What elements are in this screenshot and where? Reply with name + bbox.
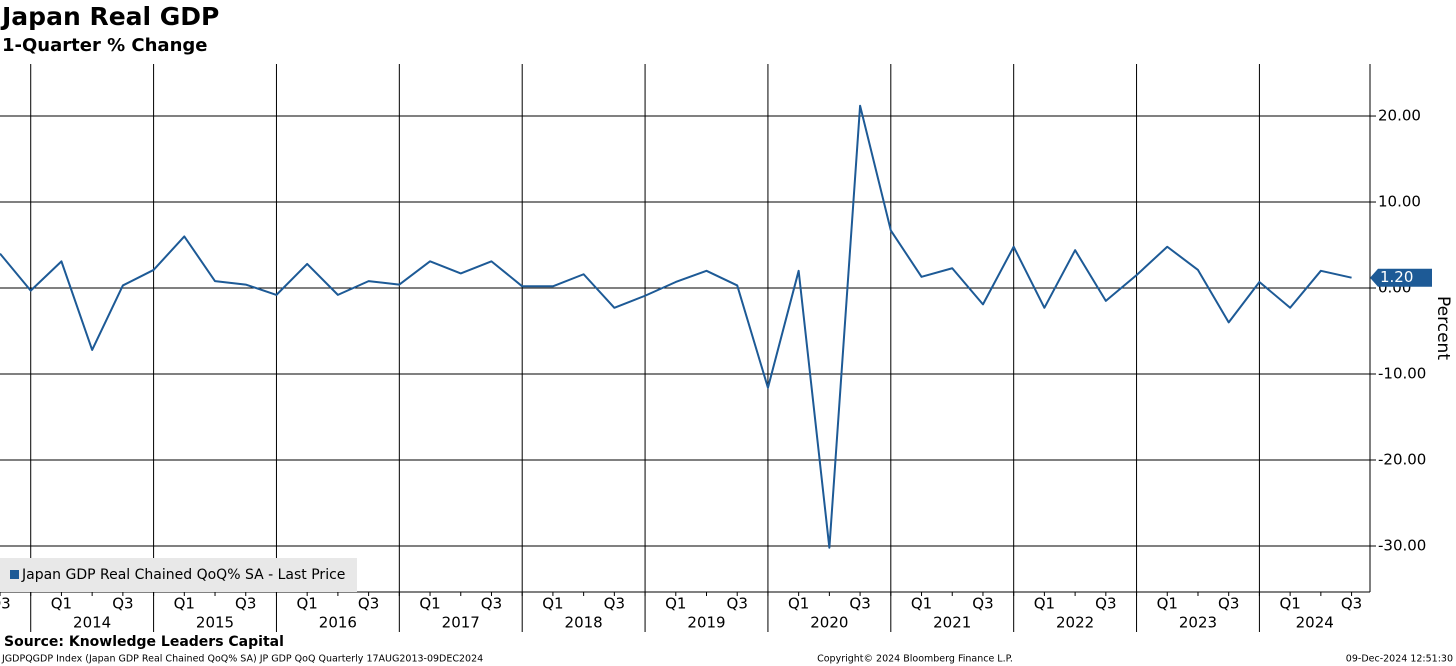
y-axis-label: Percent	[1433, 296, 1453, 360]
x-tick-label: Q3	[972, 595, 993, 613]
legend-label: Japan GDP Real Chained QoQ% SA - Last Pr…	[21, 567, 345, 583]
x-year-label: 2019	[687, 614, 725, 632]
y-tick-label: 20.00	[1378, 107, 1421, 125]
footer-right: 09-Dec-2024 12:51:30	[1346, 654, 1453, 665]
x-tick-label: Q3	[727, 595, 748, 613]
x-year-label: 2021	[933, 614, 971, 632]
x-tick-label: Q1	[174, 595, 195, 613]
x-tick-label: Q1	[911, 595, 932, 613]
y-tick-label: -30.00	[1378, 536, 1426, 554]
x-tick-label: Q3	[112, 595, 133, 613]
x-tick-label: Q3	[1341, 595, 1362, 613]
x-tick-label: Q1	[542, 595, 563, 613]
footer-center: Copyright© 2024 Bloomberg Finance L.P.	[817, 654, 1013, 665]
x-tick-label: Q3	[849, 595, 870, 613]
footer-left: JGDPQGDP Index (Japan GDP Real Chained Q…	[1, 654, 483, 665]
x-tick-label: Q1	[1279, 595, 1300, 613]
y-tick-label: -10.00	[1378, 365, 1426, 383]
x-tick-label: Q3	[481, 595, 502, 613]
x-tick-label: Q1	[51, 595, 72, 613]
chart-title: Japan Real GDP	[0, 2, 219, 31]
x-year-label: 2017	[442, 614, 480, 632]
data-line	[0, 104, 1352, 549]
legend-box	[0, 558, 357, 592]
x-tick-label: Q1	[788, 595, 809, 613]
x-tick-label: Q3	[1095, 595, 1116, 613]
y-tick-label: -20.00	[1378, 451, 1426, 469]
value-label: 1.20	[1380, 268, 1413, 286]
legend-swatch	[10, 570, 19, 579]
x-year-label: 2022	[1056, 614, 1094, 632]
x-tick-label: Q3	[0, 595, 11, 613]
x-year-label: 2020	[810, 614, 848, 632]
x-year-label: 2014	[73, 614, 111, 632]
x-tick-label: Q3	[358, 595, 379, 613]
x-tick-label: Q1	[1157, 595, 1178, 613]
x-year-label: 2015	[196, 614, 234, 632]
chart-subtitle: 1-Quarter % Change	[2, 35, 207, 56]
x-year-label: 2016	[319, 614, 357, 632]
x-tick-label: Q3	[235, 595, 256, 613]
x-tick-label: Q1	[419, 595, 440, 613]
value-label-box	[1370, 268, 1432, 287]
legend: Japan GDP Real Chained QoQ% SA - Last Pr…	[0, 558, 357, 592]
x-year-label: 2023	[1179, 614, 1217, 632]
x-year-label: 2018	[565, 614, 603, 632]
x-tick-label: Q3	[1218, 595, 1239, 613]
x-tick-label: Q1	[296, 595, 317, 613]
y-tick-label: 10.00	[1378, 193, 1421, 211]
source: Source: Knowledge Leaders Capital	[4, 634, 284, 650]
x-tick-label: Q3	[604, 595, 625, 613]
x-year-label: 2024	[1296, 614, 1334, 632]
x-tick-label: Q1	[1034, 595, 1055, 613]
x-tick-label: Q1	[665, 595, 686, 613]
